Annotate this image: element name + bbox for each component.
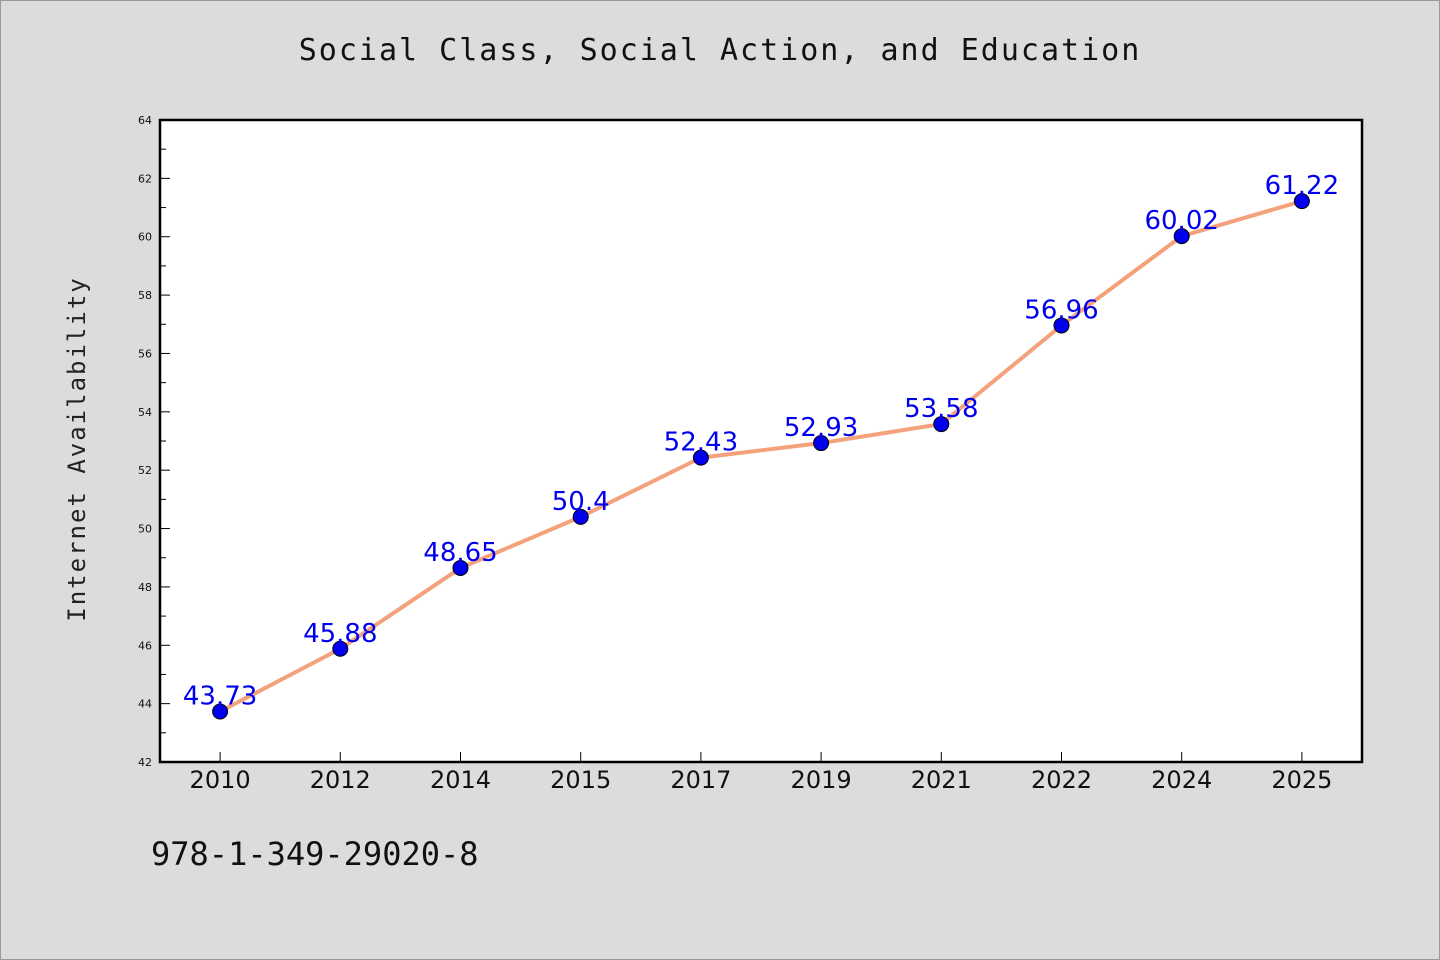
data-label: 60.02 [1144,206,1218,236]
y-tick-label: 62 [138,172,152,185]
chart-title: Social Class, Social Action, and Educati… [298,33,1142,68]
data-point [452,559,469,576]
data-point [332,640,349,657]
x-tick-label: 2015 [550,766,611,794]
data-label: 45.88 [303,619,377,649]
x-tick-label: 2010 [190,766,251,794]
data-point [933,416,950,433]
y-tick-label: 54 [138,406,152,419]
data-label: 52.43 [664,428,738,458]
y-tick-label: 46 [138,639,152,652]
y-tick-label: 58 [138,289,152,302]
data-label: 53.58 [904,394,978,424]
data-point [1293,193,1310,210]
data-label: 48.65 [423,538,497,568]
x-tick-label: 2017 [670,766,731,794]
data-point [813,435,830,452]
data-label: 52.93 [784,413,858,443]
x-tick-label: 2021 [911,766,972,794]
y-tick-label: 56 [138,347,152,360]
x-tick-label: 2022 [1031,766,1092,794]
data-label: 61.22 [1265,171,1339,201]
x-tick-label: 2014 [430,766,491,794]
data-label: 56.96 [1024,295,1098,325]
y-tick-label: 52 [138,464,152,477]
data-point [212,703,229,720]
data-point [692,449,709,466]
x-tick-label: 2024 [1151,766,1212,794]
y-tick-label: 64 [138,114,152,127]
y-tick-label: 50 [138,523,152,536]
x-tick-label: 2025 [1271,766,1332,794]
y-tick-label: 48 [138,581,152,594]
y-tick-label: 42 [138,756,152,769]
data-point [572,508,589,525]
isbn-text: 978-1-349-29020-8 [151,835,479,873]
x-tick-label: 2019 [791,766,852,794]
y-tick-label: 60 [138,231,152,244]
data-point [1173,228,1190,245]
data-label: 43.73 [183,682,257,712]
data-point [1053,317,1070,334]
y-tick-label: 44 [138,698,152,711]
plot-area [158,118,1364,764]
x-tick-label: 2012 [310,766,371,794]
data-label: 50.4 [552,487,610,517]
series-line [218,199,1304,714]
